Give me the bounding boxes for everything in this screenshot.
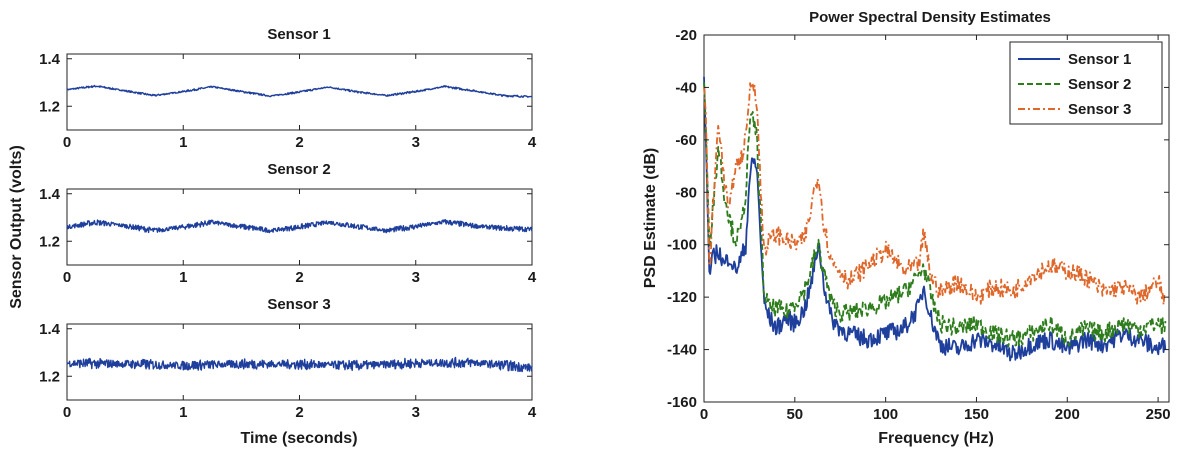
y-tick-label: -120 [667, 289, 697, 306]
series-line-sensor-2 [703, 82, 1167, 348]
psd-plot: Power Spectral Density Estimates 0 50 100 1… [642, 9, 1171, 447]
y-tick-label: -140 [667, 342, 697, 359]
sensor2-time-plot: Sensor 2 0 1 2 3 4 1.2 1.4 [39, 161, 537, 286]
x-tick-label: 3 [412, 134, 420, 151]
x-tick-label: 50 [786, 406, 803, 423]
x-tick-label: 4 [528, 134, 537, 151]
y-tick-label: 1.4 [39, 51, 61, 68]
series-layer [66, 356, 533, 373]
y-tick-label: 1.2 [39, 233, 60, 250]
y-tick-label: 1.2 [39, 98, 60, 115]
plot-title: Sensor 3 [267, 296, 330, 313]
legend-box [1009, 41, 1163, 125]
y-tick-label: -100 [667, 237, 697, 254]
y-tick-label: -60 [675, 132, 697, 149]
legend: Sensor 1 Sensor 2 Sensor 3 [1009, 41, 1163, 125]
x-tick-label: 100 [873, 406, 898, 423]
x-tick-label: 0 [63, 269, 71, 286]
series-layer [703, 76, 1167, 362]
plot-title: Sensor 1 [267, 26, 330, 43]
y-tick-label: 1.2 [39, 368, 60, 385]
y-tick-label: 1.4 [39, 321, 61, 338]
x-tick-label: 3 [412, 404, 420, 421]
plot-title: Sensor 2 [267, 161, 330, 178]
x-axis-label: Time (seconds) [240, 430, 357, 447]
series-line-sensor-1 [703, 76, 1167, 362]
tick-layer: 0 1 2 3 4 1.2 1.4 [39, 51, 537, 151]
tick-layer: 0 50 100 150 200 250 -20 -40 -60 -80 -100 -120 -140 -… [667, 27, 1171, 423]
x-tick-label: 2 [295, 134, 303, 151]
legend-label: Sensor 1 [1068, 51, 1131, 68]
x-tick-label: 4 [528, 269, 537, 286]
series-line-3 [66, 356, 533, 373]
legend-label: Sensor 2 [1068, 76, 1131, 93]
x-tick-label: 200 [1055, 406, 1080, 423]
x-axis-label: Frequency (Hz) [878, 430, 994, 447]
sensor1-time-plot: Sensor 1 0 1 2 3 4 1.2 1.4 [39, 26, 537, 151]
y-axis-label: Sensor Output (volts) [8, 145, 25, 309]
x-tick-label: 2 [295, 269, 303, 286]
series-line-2 [66, 218, 533, 234]
x-tick-label: 0 [700, 406, 708, 423]
series-line-sensor-3 [703, 82, 1166, 306]
sensor3-time-plot: Sensor 3 0 1 2 3 4 1.2 1.4 Time (seconds) [39, 296, 537, 447]
y-tick-label: -20 [675, 27, 697, 44]
y-axis-label: PSD Estimate (dB) [642, 148, 659, 288]
series-layer [66, 218, 533, 234]
tick-layer: 0 1 2 3 4 1.2 1.4 [39, 321, 537, 421]
x-tick-label: 0 [63, 404, 71, 421]
plot-title: Power Spectral Density Estimates [809, 9, 1051, 26]
x-tick-label: 1 [179, 134, 187, 151]
x-tick-label: 3 [412, 269, 420, 286]
y-tick-label: -80 [675, 184, 697, 201]
x-tick-label: 1 [179, 404, 187, 421]
series-layer [66, 84, 533, 98]
x-tick-label: 1 [179, 269, 187, 286]
y-tick-label: -160 [667, 394, 697, 411]
x-tick-label: 0 [63, 134, 71, 151]
y-tick-label: -40 [675, 79, 697, 96]
legend-label: Sensor 3 [1068, 101, 1131, 118]
x-tick-label: 250 [1146, 406, 1171, 423]
x-tick-label: 150 [964, 406, 989, 423]
series-line-1 [66, 84, 533, 98]
x-tick-label: 2 [295, 404, 303, 421]
x-tick-label: 4 [528, 404, 537, 421]
tick-layer: 0 1 2 3 4 1.2 1.4 [39, 186, 537, 286]
y-tick-label: 1.4 [39, 186, 61, 203]
